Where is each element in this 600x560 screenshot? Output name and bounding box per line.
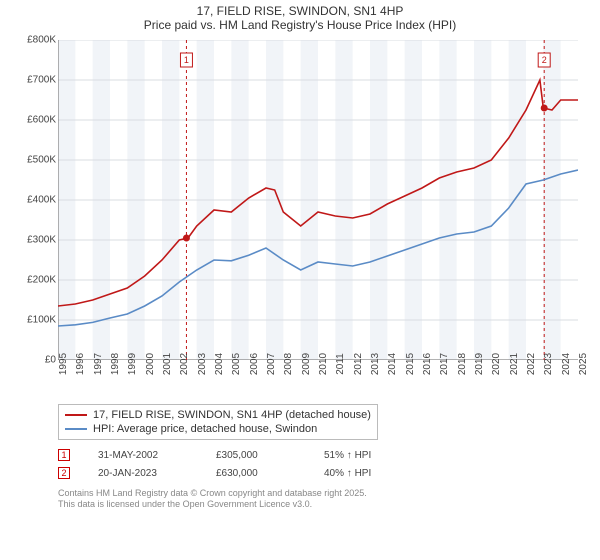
x-tick-label: 2000 [145, 353, 156, 375]
chart-area: £0 £100K £200K £300K £400K £500K £600K £700K £80… [18, 34, 588, 402]
x-tick-label: 2002 [179, 353, 190, 375]
x-tick-label: 2018 [457, 353, 468, 375]
x-tick-label: 2024 [561, 353, 572, 375]
y-tick-label: £400K [18, 195, 56, 206]
x-tick-label: 2014 [387, 353, 398, 375]
title-subtitle: Price paid vs. HM Land Registry's House … [0, 18, 600, 32]
sale-date: 20-JAN-2023 [98, 468, 188, 479]
x-tick-label: 2025 [578, 353, 589, 375]
sale-hpi: 40% ↑ HPI [324, 468, 404, 479]
x-tick-label: 1995 [58, 353, 69, 375]
y-tick-label: £700K [18, 75, 56, 86]
x-tick-label: 2022 [526, 353, 537, 375]
svg-text:2: 2 [542, 55, 547, 65]
y-tick-label: £0 [18, 355, 56, 366]
y-tick-label: £800K [18, 35, 56, 46]
legend-label: 17, FIELD RISE, SWINDON, SN1 4HP (detach… [93, 409, 371, 421]
svg-text:1: 1 [184, 55, 189, 65]
x-tick-label: 2010 [318, 353, 329, 375]
y-tick-label: £200K [18, 275, 56, 286]
y-tick-label: £100K [18, 315, 56, 326]
sale-date: 31-MAY-2002 [98, 450, 188, 461]
x-tick-label: 2021 [509, 353, 520, 375]
x-tick-label: 1999 [127, 353, 138, 375]
legend-item: HPI: Average price, detached house, Swin… [65, 422, 371, 436]
sale-price: £630,000 [216, 468, 296, 479]
x-tick-label: 2009 [301, 353, 312, 375]
chart-title: 17, FIELD RISE, SWINDON, SN1 4HP Price p… [0, 0, 600, 34]
line-chart: 12 [58, 40, 578, 360]
table-row: 2 20-JAN-2023 £630,000 40% ↑ HPI [58, 464, 600, 482]
x-tick-label: 2004 [214, 353, 225, 375]
x-tick-label: 2011 [335, 353, 346, 375]
footer-line: Contains HM Land Registry data © Crown c… [58, 488, 600, 499]
x-tick-label: 2005 [231, 353, 242, 375]
x-tick-label: 2016 [422, 353, 433, 375]
x-tick-label: 2012 [353, 353, 364, 375]
sale-marker-badge: 2 [58, 467, 70, 479]
x-tick-label: 2013 [370, 353, 381, 375]
y-tick-label: £300K [18, 235, 56, 246]
y-tick-label: £500K [18, 155, 56, 166]
legend-item: 17, FIELD RISE, SWINDON, SN1 4HP (detach… [65, 408, 371, 422]
x-tick-label: 1997 [93, 353, 104, 375]
x-tick-label: 2006 [249, 353, 260, 375]
legend: 17, FIELD RISE, SWINDON, SN1 4HP (detach… [58, 404, 378, 440]
title-address: 17, FIELD RISE, SWINDON, SN1 4HP [0, 4, 600, 18]
footer-line: This data is licensed under the Open Gov… [58, 499, 600, 510]
x-tick-label: 2007 [266, 353, 277, 375]
x-tick-label: 2015 [405, 353, 416, 375]
x-tick-label: 1998 [110, 353, 121, 375]
legend-swatch [65, 414, 87, 416]
sale-marker-badge: 1 [58, 449, 70, 461]
y-tick-label: £600K [18, 115, 56, 126]
attribution: Contains HM Land Registry data © Crown c… [58, 488, 600, 510]
x-tick-label: 1996 [75, 353, 86, 375]
x-tick-label: 2008 [283, 353, 294, 375]
legend-label: HPI: Average price, detached house, Swin… [93, 423, 317, 435]
x-tick-label: 2019 [474, 353, 485, 375]
sale-price: £305,000 [216, 450, 296, 461]
sale-hpi: 51% ↑ HPI [324, 450, 404, 461]
sales-table: 1 31-MAY-2002 £305,000 51% ↑ HPI 2 20-JA… [58, 446, 600, 482]
x-tick-label: 2017 [439, 353, 450, 375]
table-row: 1 31-MAY-2002 £305,000 51% ↑ HPI [58, 446, 600, 464]
x-tick-label: 2023 [543, 353, 554, 375]
x-tick-label: 2001 [162, 353, 173, 375]
x-tick-label: 2020 [491, 353, 502, 375]
legend-swatch [65, 428, 87, 430]
x-tick-label: 2003 [197, 353, 208, 375]
